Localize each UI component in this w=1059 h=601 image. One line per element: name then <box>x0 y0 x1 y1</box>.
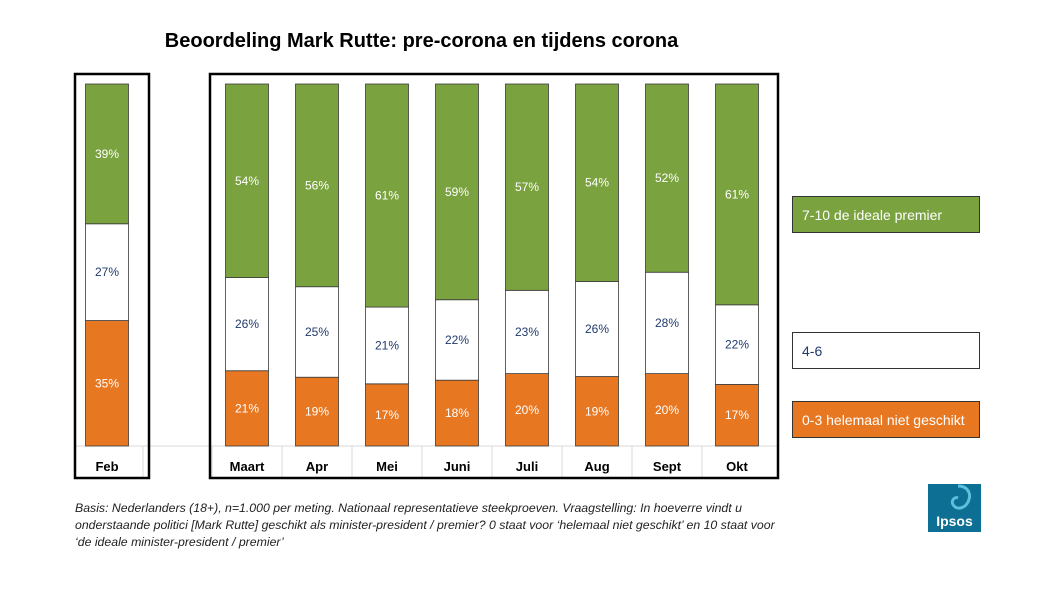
data-label: 19% <box>585 404 609 418</box>
x-tick-label: Maart <box>230 459 265 474</box>
x-tick-label: Aug <box>584 459 609 474</box>
x-tick-label: Apr <box>306 459 328 474</box>
bar-segment-low <box>715 384 759 447</box>
bar-segment-mid <box>295 286 339 378</box>
bar-segment-high <box>225 83 269 278</box>
data-label: 27% <box>95 265 119 279</box>
legend-item-mid: 4-6 <box>792 332 980 369</box>
bar-segment-high <box>645 83 689 273</box>
chart-title: Beoordeling Mark Rutte: pre-corona en ti… <box>164 30 679 52</box>
corona-frame <box>208 72 780 480</box>
data-label: 56% <box>305 178 329 192</box>
x-tick-label: Feb <box>95 459 118 474</box>
x-tick-label: Mei <box>376 459 398 474</box>
data-label: 54% <box>585 176 609 190</box>
data-label: 20% <box>515 403 539 417</box>
bar-segment-mid <box>365 306 409 385</box>
bar-segment-low <box>85 320 129 447</box>
bar-segment-high <box>85 83 129 225</box>
bar-segment-low <box>575 376 619 447</box>
bar-segment-high <box>435 83 479 301</box>
x-tick-label: Juli <box>516 459 538 474</box>
bar-segment-mid <box>645 271 689 374</box>
data-label: 28% <box>655 316 679 330</box>
data-label: 61% <box>375 189 399 203</box>
data-label: 25% <box>305 325 329 339</box>
ipsos-logo: Ipsos <box>928 484 981 532</box>
data-label: 26% <box>235 317 259 331</box>
data-label: 17% <box>375 408 399 422</box>
bar-segment-mid <box>715 304 759 385</box>
data-label: 57% <box>515 180 539 194</box>
legend-label-low: 0-3 helemaal niet geschikt <box>802 411 965 428</box>
data-label: 23% <box>515 325 539 339</box>
data-label: 39% <box>95 147 119 161</box>
legend-item-high: 7-10 de ideale premier <box>792 196 980 233</box>
logo-emblem-icon <box>950 484 972 510</box>
data-label: 26% <box>585 322 609 336</box>
x-tick-label: Sept <box>653 459 682 474</box>
legend-label-high: 7-10 de ideale premier <box>802 206 943 223</box>
x-tick-label: Juni <box>444 459 471 474</box>
data-label: 20% <box>655 403 679 417</box>
bar-segment-low <box>645 373 689 447</box>
bar-segment-high <box>575 83 619 282</box>
data-label: 22% <box>725 338 749 352</box>
x-tick-label: Okt <box>726 459 748 474</box>
data-label: 17% <box>725 408 749 422</box>
bar-segment-low <box>435 379 479 447</box>
data-label: 54% <box>235 174 259 188</box>
data-label: 52% <box>655 171 679 185</box>
data-label: 21% <box>375 338 399 352</box>
data-label: 35% <box>95 376 119 390</box>
data-label: 21% <box>235 401 259 415</box>
bar-segment-high <box>295 83 339 288</box>
legend-item-low: 0-3 helemaal niet geschikt <box>792 401 980 438</box>
logo-text: Ipsos <box>936 513 973 529</box>
bar-segment-low <box>365 383 409 447</box>
bar-segment-high <box>715 83 759 306</box>
bar-segment-high <box>505 83 549 291</box>
data-label: 18% <box>445 406 469 420</box>
footnote: Basis: Nederlanders (18+), n=1.000 per m… <box>75 501 775 550</box>
data-label: 22% <box>445 333 469 347</box>
data-label: 59% <box>445 185 469 199</box>
legend-label-mid: 4-6 <box>802 342 823 359</box>
bar-segment-mid <box>225 277 269 372</box>
bar-segment-high <box>365 83 409 308</box>
bar-segment-mid <box>575 281 619 377</box>
data-label: 61% <box>725 187 749 201</box>
pre-corona-frame <box>73 72 151 480</box>
data-label: 19% <box>305 405 329 419</box>
bar-segment-low <box>505 373 549 447</box>
bar-segment-mid <box>435 299 479 381</box>
